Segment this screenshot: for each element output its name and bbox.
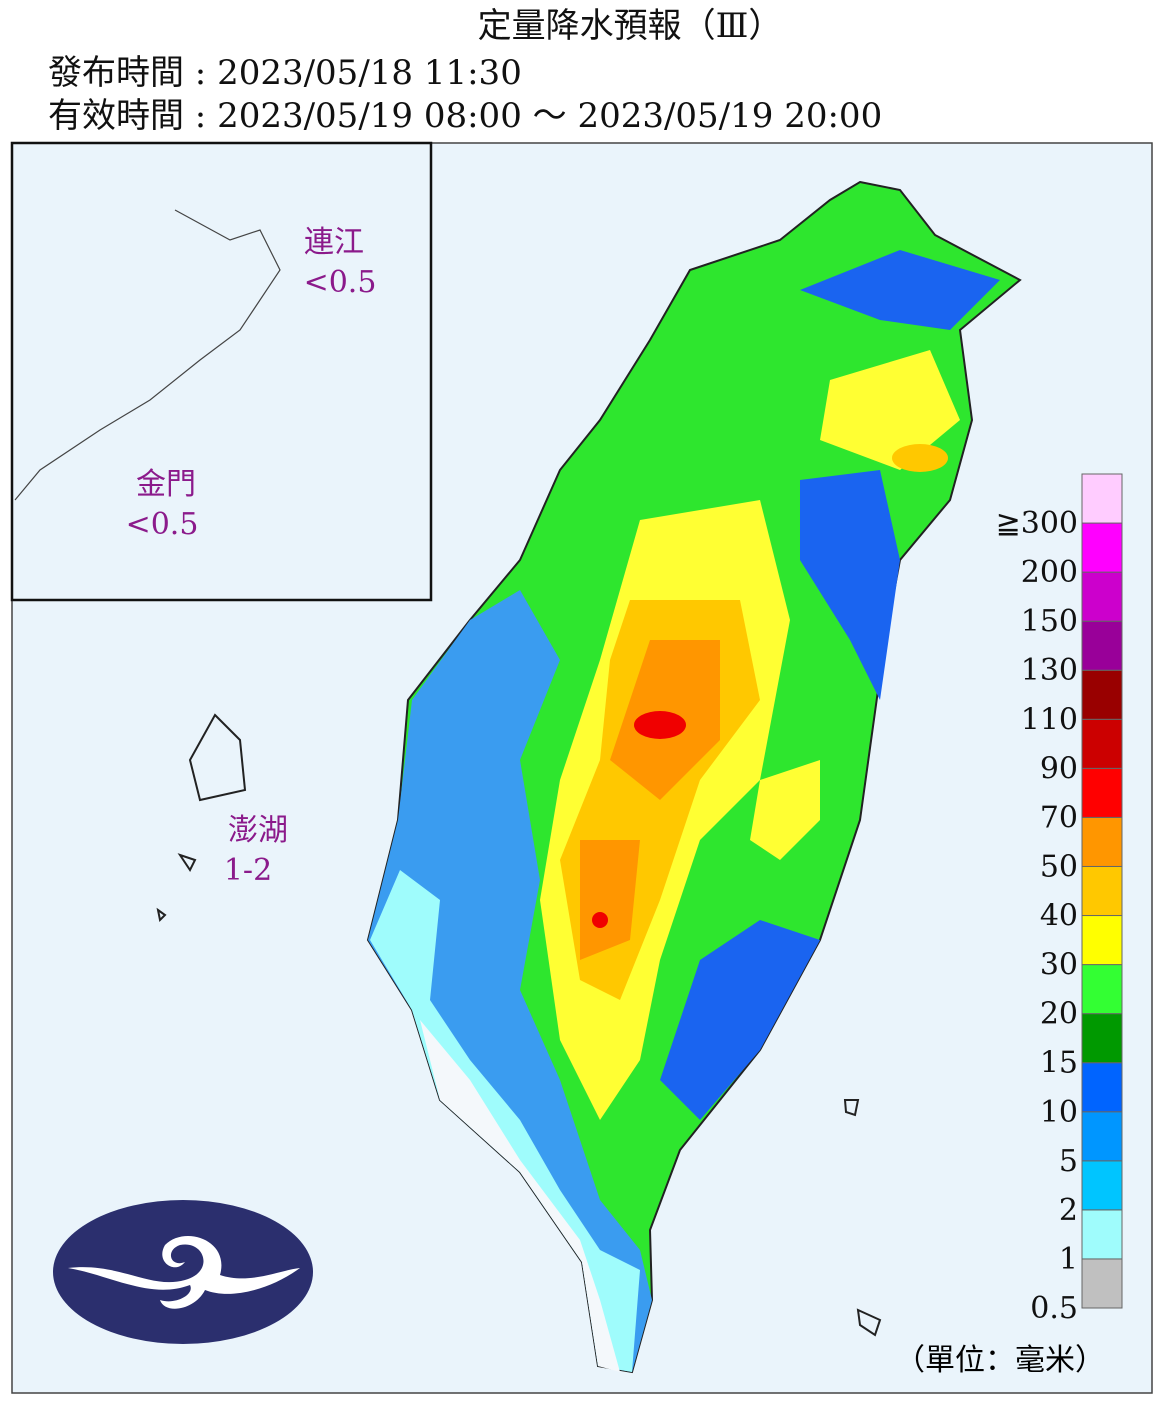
colorbar-label: 20 bbox=[1040, 997, 1078, 1032]
penghu bbox=[156, 713, 247, 923]
color-swatch bbox=[1081, 473, 1123, 524]
colorbar-label: 110 bbox=[1021, 702, 1078, 737]
islets bbox=[843, 1099, 882, 1337]
colorbar-label: 50 bbox=[1040, 849, 1078, 884]
logo bbox=[53, 1200, 313, 1344]
color-swatch bbox=[1081, 816, 1123, 867]
color-swatch bbox=[1081, 1209, 1123, 1260]
colorbar-label: ≧300 bbox=[996, 506, 1078, 541]
color-swatch bbox=[1081, 669, 1123, 720]
colorbar-label: 30 bbox=[1040, 948, 1078, 983]
colorbar-label: 40 bbox=[1040, 899, 1078, 934]
coastline bbox=[14, 209, 281, 501]
title: 定量降水預報（Ⅲ） bbox=[478, 6, 783, 46]
colorbar-label: 70 bbox=[1040, 800, 1078, 835]
colorbar-label: 200 bbox=[1021, 555, 1078, 590]
colorbar-label: 15 bbox=[1040, 1046, 1078, 1081]
inset-name: 連江 bbox=[304, 225, 364, 260]
taiwan bbox=[366, 180, 1022, 1374]
valid-time: 有效時間 : 2023/05/19 08:00 ～ 2023/05/19 20:… bbox=[48, 96, 882, 136]
color-swatch bbox=[1081, 1258, 1123, 1309]
color-swatch bbox=[1081, 1062, 1123, 1113]
color-swatch bbox=[1081, 964, 1123, 1015]
color-swatch bbox=[1081, 522, 1123, 573]
colorbar-label: 5 bbox=[1059, 1144, 1078, 1179]
colorbar-label: 130 bbox=[1021, 653, 1078, 688]
colorbar-label: 0.5 bbox=[1030, 1291, 1078, 1326]
inset-name: 澎湖 bbox=[228, 813, 288, 848]
color-swatch bbox=[1081, 571, 1123, 622]
unit: （單位：毫米） bbox=[895, 1343, 1105, 1378]
inset-name: 金門 bbox=[136, 467, 196, 502]
color-swatch bbox=[1081, 620, 1123, 671]
colorbar: 0.5 1 2 5 10 15 20 30 40 50 70 90 110 130 150 200 ≧300 bbox=[996, 473, 1123, 1326]
color-swatch bbox=[1081, 1111, 1123, 1162]
colorbar-label: 10 bbox=[1040, 1095, 1078, 1130]
issue-time: 發布時間 : 2023/05/18 11:30 bbox=[48, 53, 522, 93]
color-swatch bbox=[1081, 767, 1123, 818]
color-swatch bbox=[1081, 1160, 1123, 1211]
colorbar-label: 2 bbox=[1059, 1193, 1078, 1228]
inset-value: <0.5 bbox=[304, 265, 377, 300]
colorbar-label: 150 bbox=[1021, 604, 1078, 639]
colorbar-label: 1 bbox=[1059, 1242, 1078, 1277]
inset-value: 1-2 bbox=[224, 853, 272, 888]
color-swatch bbox=[1081, 1013, 1123, 1064]
colorbar-label: 90 bbox=[1040, 751, 1078, 786]
color-swatch bbox=[1081, 915, 1123, 966]
inset-box bbox=[10, 141, 433, 602]
inset-value: <0.5 bbox=[126, 507, 199, 542]
color-swatch bbox=[1081, 718, 1123, 769]
color-swatch bbox=[1081, 865, 1123, 917]
